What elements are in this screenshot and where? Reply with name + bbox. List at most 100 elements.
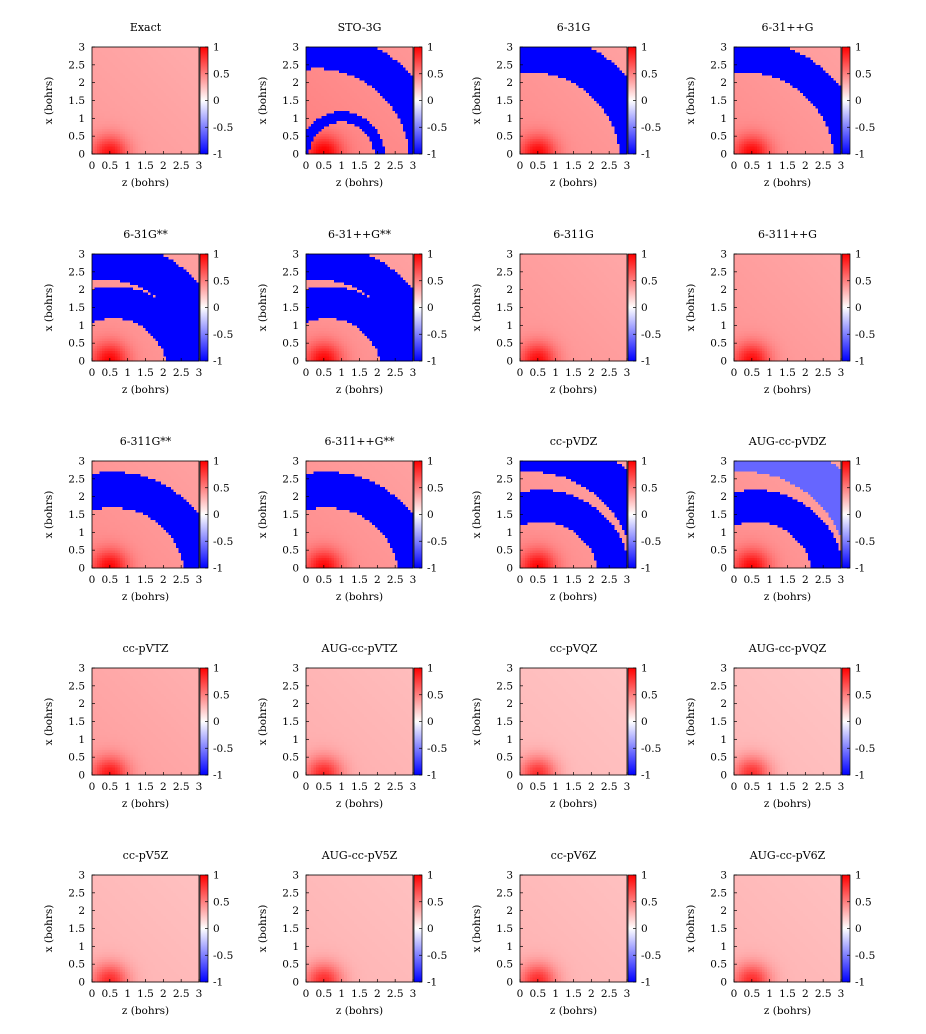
heatmap-cell (125, 131, 128, 134)
heatmap-cell (171, 83, 174, 86)
heatmap-cell (189, 111, 192, 114)
heatmap-cell (375, 90, 378, 93)
heatmap-cell (321, 85, 324, 88)
heatmap-cell (105, 129, 108, 132)
heatmap-cell (191, 67, 194, 70)
heatmap-cell (146, 65, 149, 68)
heatmap-cell (128, 67, 131, 70)
heatmap-cell (125, 113, 128, 116)
heatmap-cell (561, 131, 564, 134)
heatmap-cell (166, 118, 169, 121)
heatmap-cell (525, 131, 528, 134)
heatmap-cell (125, 139, 128, 142)
heatmap-cell (574, 78, 577, 81)
heatmap-cell (125, 123, 128, 126)
heatmap-cell (135, 72, 138, 75)
heatmap-cell (130, 139, 133, 142)
heatmap-cell (523, 129, 526, 132)
heatmap-cell (331, 144, 334, 147)
heatmap-cell (342, 93, 345, 96)
heatmap-cell (393, 123, 396, 126)
heatmap-cell (309, 83, 312, 86)
heatmap-cell (533, 88, 536, 91)
heatmap-cell (385, 126, 388, 129)
heatmap-cell (194, 134, 197, 137)
heatmap-cell (179, 90, 182, 93)
heatmap-cell (130, 126, 133, 129)
heatmap-cell (123, 78, 126, 81)
heatmap-cell (186, 121, 189, 124)
heatmap-cell (184, 108, 187, 111)
heatmap-cell (321, 70, 324, 73)
heatmap-cell (107, 88, 110, 91)
heatmap-cell (553, 139, 556, 142)
heatmap-cell (354, 134, 357, 137)
heatmap-cell (128, 75, 131, 78)
heatmap-cell (186, 67, 189, 70)
heatmap-cell (184, 134, 187, 137)
heatmap-cell (324, 141, 327, 144)
heatmap-cell (400, 80, 403, 83)
heatmap-cell (408, 111, 411, 114)
heatmap-cell (380, 106, 383, 109)
heatmap-cell (357, 93, 360, 96)
heatmap-cell (395, 83, 398, 86)
y-tick-label: 2 (292, 77, 299, 89)
heatmap-cell (528, 60, 531, 63)
heatmap-cell (95, 101, 98, 104)
heatmap-cell (321, 123, 324, 126)
heatmap-cell (375, 134, 378, 137)
heatmap-cell (316, 55, 319, 58)
heatmap-cell (367, 80, 370, 83)
heatmap-cell (533, 108, 536, 111)
heatmap-cell (128, 52, 131, 55)
heatmap-cell (123, 129, 126, 132)
heatmap-cell (166, 126, 169, 129)
heatmap-cell (158, 62, 161, 65)
heatmap-cell (551, 47, 554, 50)
heatmap-cell (561, 136, 564, 139)
heatmap-cell (528, 57, 531, 60)
heatmap-cell (329, 90, 332, 93)
heatmap-cell (92, 72, 95, 75)
heatmap-cell (168, 95, 171, 98)
heatmap-cell (174, 55, 177, 58)
heatmap-cell (115, 131, 118, 134)
heatmap-cell (357, 60, 360, 63)
heatmap-cell (533, 70, 536, 73)
heatmap-cell (133, 108, 136, 111)
heatmap-cell (130, 60, 133, 63)
heatmap-cell (357, 55, 360, 58)
heatmap-cell (95, 141, 98, 144)
heatmap-cell (314, 90, 317, 93)
heatmap-cell (120, 121, 123, 124)
heatmap-cell (102, 90, 105, 93)
heatmap-cell (191, 131, 194, 134)
heatmap-cell (367, 67, 370, 70)
heatmap-cell (563, 98, 566, 101)
heatmap-cell (186, 80, 189, 83)
heatmap-cell (140, 101, 143, 104)
heatmap-cell (395, 60, 398, 63)
heatmap-cell (97, 126, 100, 129)
heatmap-cell (365, 111, 368, 114)
heatmap-cell (344, 67, 347, 70)
heatmap-cell (579, 67, 582, 70)
heatmap-cell (545, 113, 548, 116)
heatmap-cell (362, 47, 365, 50)
heatmap-cell (372, 78, 375, 81)
heatmap-cell (321, 141, 324, 144)
heatmap-cell (367, 131, 370, 134)
heatmap-cell (100, 134, 103, 137)
heatmap-cell (326, 149, 329, 152)
heatmap-cell (581, 136, 584, 139)
heatmap-cell (347, 75, 350, 78)
heatmap-cells (520, 47, 627, 154)
heatmap-cell (533, 95, 536, 98)
heatmap-cell (540, 108, 543, 111)
heatmap-cell (125, 126, 128, 129)
heatmap-cell (551, 78, 554, 81)
heatmap-cell (365, 55, 368, 58)
heatmap-cell (561, 62, 564, 65)
heatmap-cell (370, 108, 373, 111)
